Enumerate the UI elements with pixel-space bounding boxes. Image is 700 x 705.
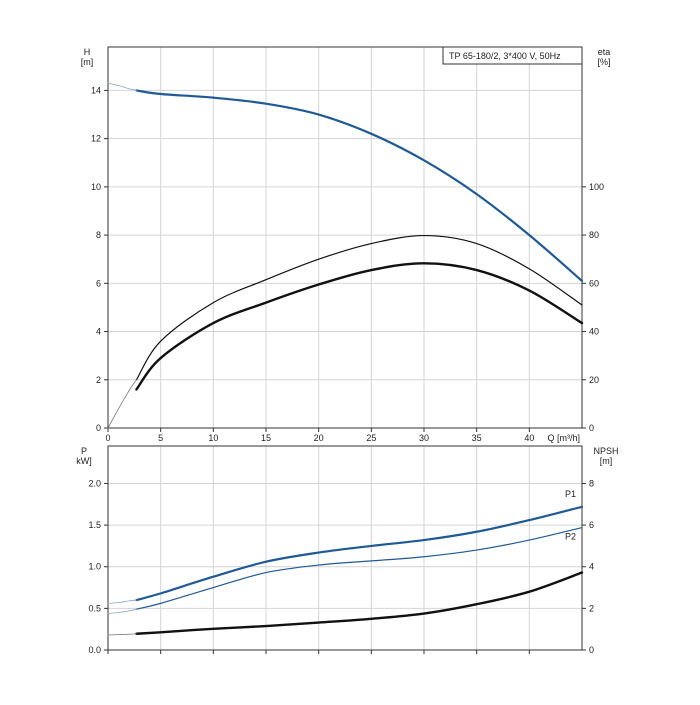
y-tick-label-left: 4 — [96, 327, 101, 337]
series-line-eta-total — [135, 262, 584, 391]
series-line-eta-pump-ext — [107, 379, 137, 429]
y-tick-label-left: 0.5 — [88, 603, 101, 613]
x-tick-label: 40 — [524, 433, 534, 443]
series-line-NPSH — [135, 571, 584, 635]
y-axis-label-right: eta — [598, 47, 611, 57]
y-axis-label-left: P — [81, 446, 87, 456]
y-tick-label-right: 0 — [589, 645, 594, 655]
y-tick-label-left: 2.0 — [88, 478, 101, 488]
x-axis-label: Q [m³/h] — [547, 433, 580, 443]
y-tick-label-left: 8 — [96, 230, 101, 240]
y-tick-label-right: 40 — [589, 327, 599, 337]
y-tick-label-left: 14 — [91, 85, 101, 95]
series-label-P2: P2 — [565, 532, 576, 542]
title-box — [442, 46, 583, 65]
y-axis-unit-right: [m] — [600, 456, 613, 466]
x-tick-label: 20 — [314, 433, 324, 443]
chart-title: TP 65-180/2, 3*400 V, 50Hz — [449, 51, 561, 61]
y-tick-label-right: 60 — [589, 278, 599, 288]
y-tick-label-right: 80 — [589, 230, 599, 240]
y-axis-label-right: NPSH — [593, 446, 618, 456]
y-tick-label-left: 6 — [96, 278, 101, 288]
series-line-P2-ext — [107, 608, 137, 614]
x-tick-label: 5 — [158, 433, 163, 443]
y-tick-label-right: 20 — [589, 375, 599, 385]
x-tick-label: 15 — [261, 433, 271, 443]
y-tick-label-right: 2 — [589, 603, 594, 613]
series-line-eta-pump — [135, 234, 583, 381]
y-tick-label-left: 1.0 — [88, 562, 101, 572]
y-tick-label-right: 100 — [589, 182, 604, 192]
series-line-H — [135, 89, 584, 283]
x-tick-label: 25 — [366, 433, 376, 443]
x-tick-label: 35 — [472, 433, 482, 443]
y-tick-label-right: 6 — [589, 520, 594, 530]
y-tick-label-right: 0 — [589, 423, 594, 433]
series-label-P1: P1 — [565, 489, 576, 499]
x-tick-label: 10 — [208, 433, 218, 443]
series-line-P1-ext — [107, 599, 137, 604]
y-tick-label-left: 0 — [96, 423, 101, 433]
x-tick-label: 30 — [419, 433, 429, 443]
x-tick-label: 0 — [105, 433, 110, 443]
series-line-P1 — [135, 505, 584, 602]
y-axis-unit-left: kW] — [76, 456, 92, 466]
y-tick-label-left: 0.0 — [88, 645, 101, 655]
y-tick-label-right: 4 — [589, 562, 594, 572]
y-axis-label-left: H — [84, 47, 91, 57]
series-line-P2 — [135, 527, 583, 610]
y-axis-unit-right: [%] — [597, 57, 610, 67]
series-line-NPSH-ext — [107, 633, 137, 636]
series-line-H-ext — [107, 82, 137, 91]
y-tick-label-left: 1.5 — [88, 520, 101, 530]
y-tick-label-left: 10 — [91, 182, 101, 192]
y-tick-label-right: 8 — [589, 478, 594, 488]
plot-frame-1 — [107, 445, 583, 651]
plot-frame-0 — [107, 46, 583, 429]
y-tick-label-left: 12 — [91, 134, 101, 144]
y-axis-unit-left: [m] — [81, 57, 94, 67]
y-tick-label-left: 2 — [96, 375, 101, 385]
